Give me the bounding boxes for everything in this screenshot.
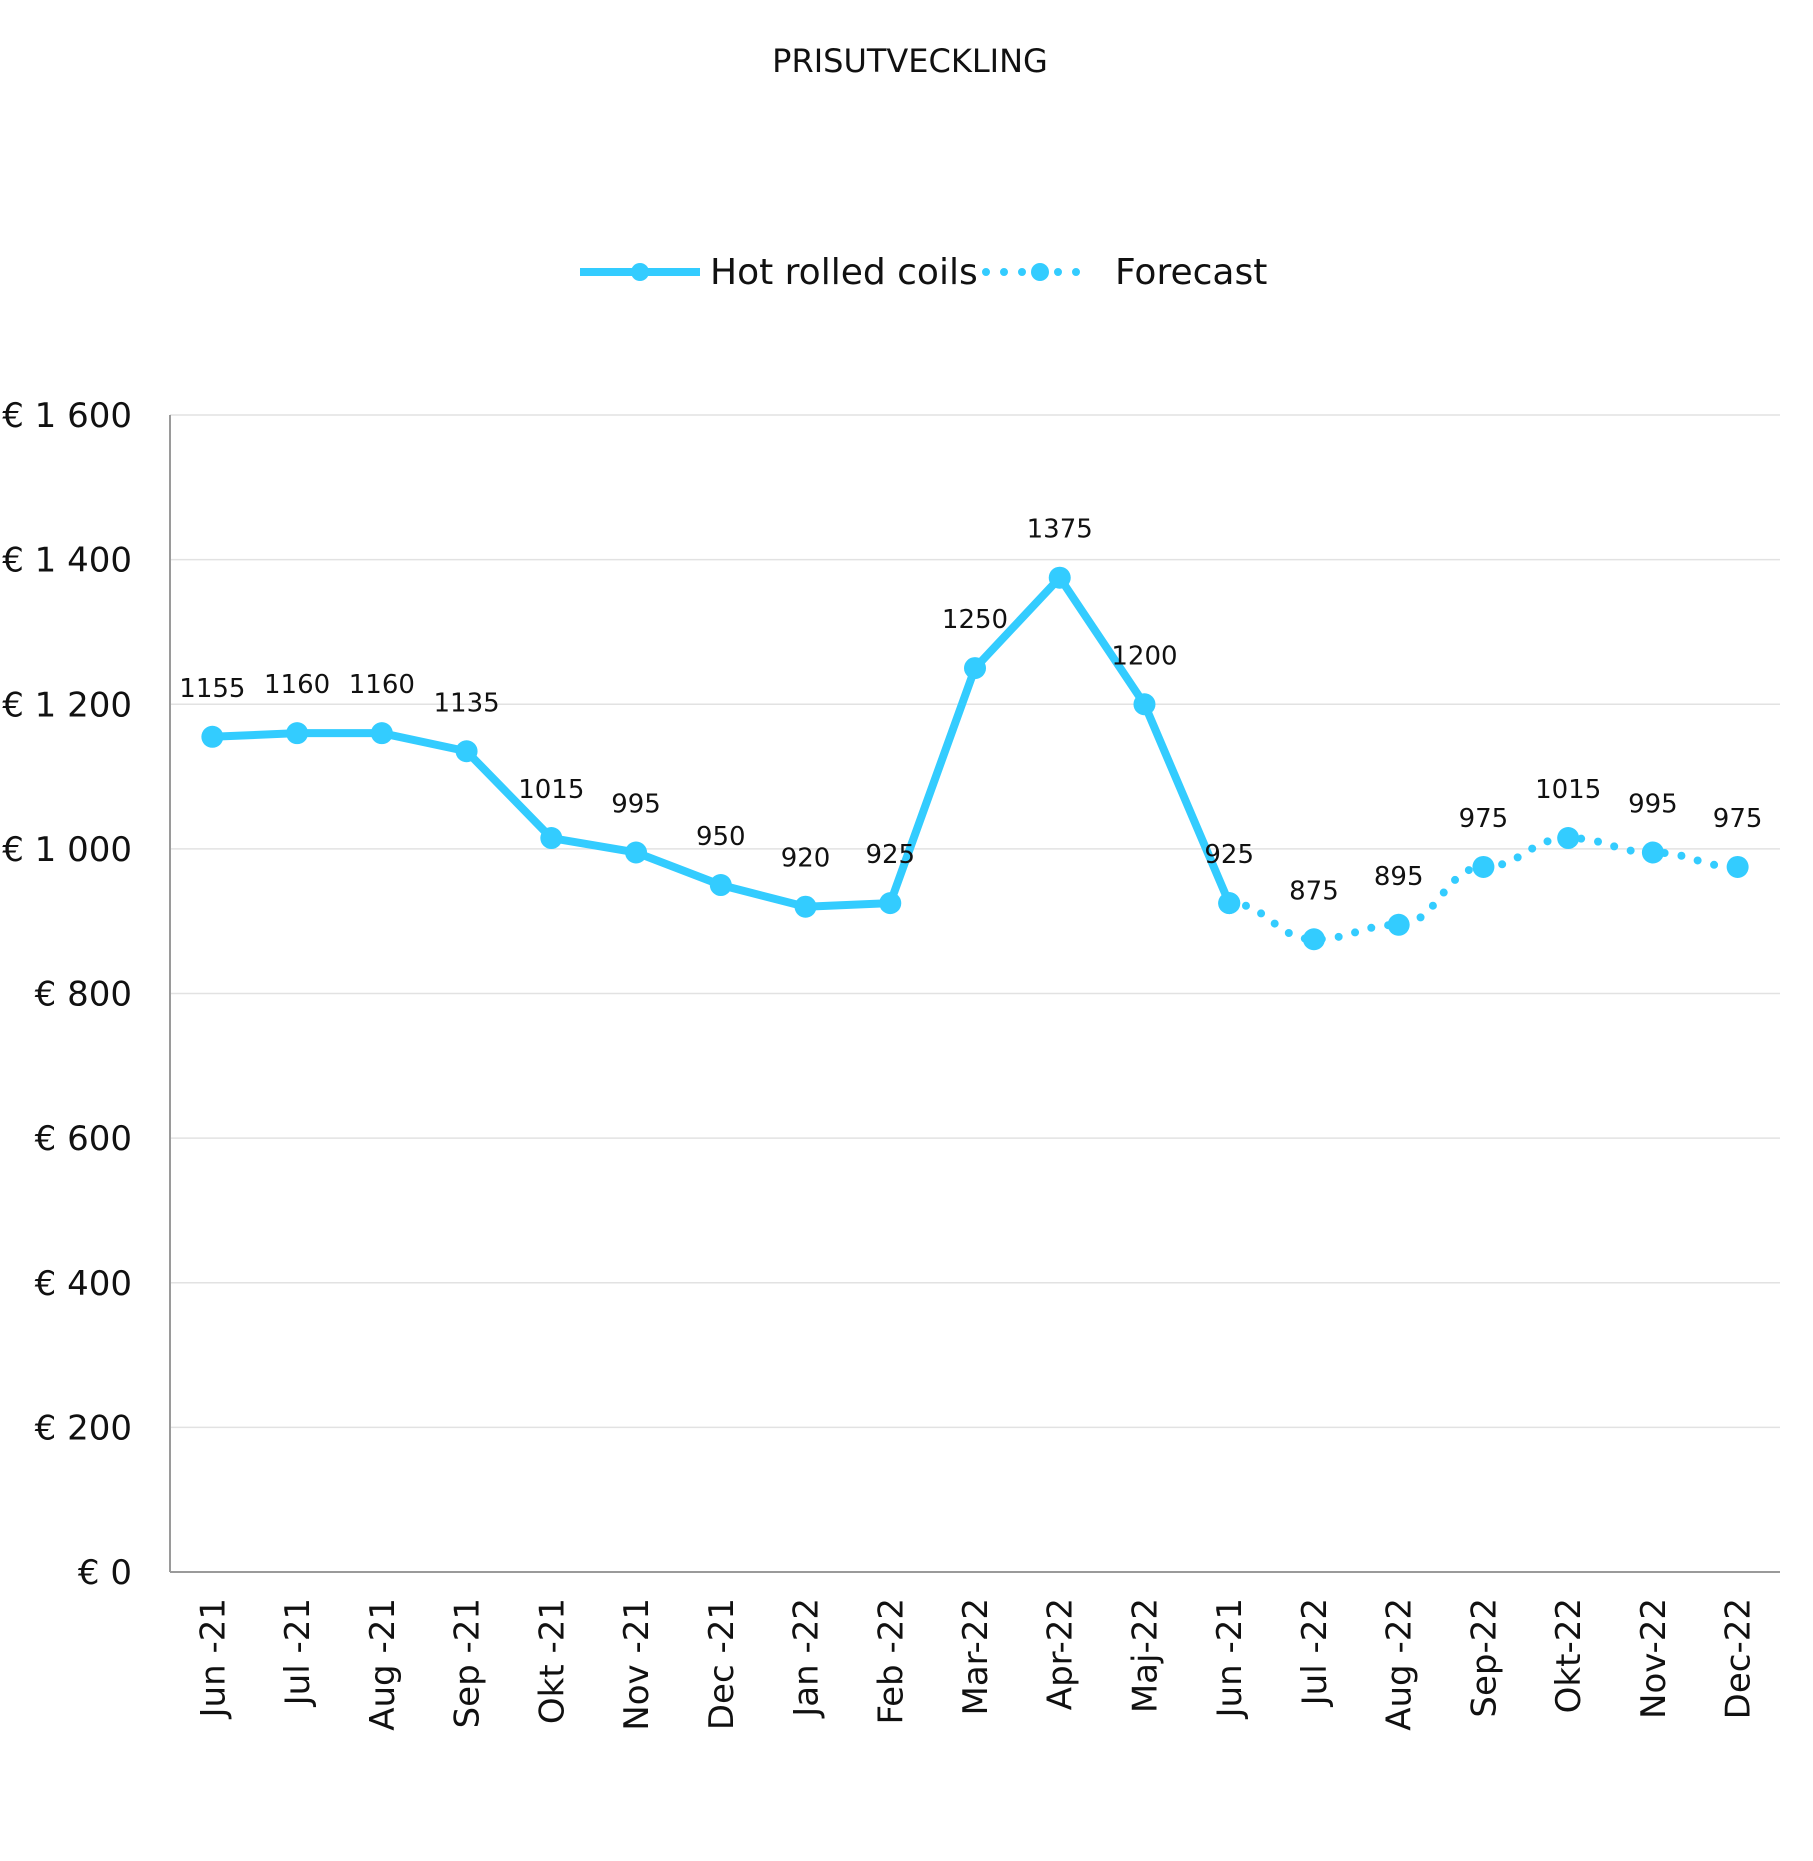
data-label: 995 xyxy=(611,789,661,819)
legend: Hot rolled coils Forecast xyxy=(580,252,1267,293)
y-tick-label: € 1 600 xyxy=(2,396,132,436)
axes xyxy=(169,415,1780,1573)
y-tick-label: € 1 200 xyxy=(2,685,132,725)
y-tick-label: € 600 xyxy=(35,1119,132,1159)
x-tick-label: Aug -21 xyxy=(363,1598,403,1731)
data-point-forecast xyxy=(1641,841,1664,864)
legend-item-hot-rolled-coils: Hot rolled coils xyxy=(580,252,978,293)
data-label: 975 xyxy=(1459,804,1509,834)
x-tick-label: Feb -22 xyxy=(871,1598,911,1725)
data-point-forecast xyxy=(1557,827,1580,850)
y-tick-label: € 800 xyxy=(35,975,132,1015)
data-label: 925 xyxy=(1204,840,1254,870)
data-point-hot-rolled-coils xyxy=(455,740,478,763)
x-tick-label: Sep -21 xyxy=(448,1598,488,1728)
series-points xyxy=(201,566,1749,951)
x-tick-label: Dec -21 xyxy=(702,1598,742,1730)
data-label: 1135 xyxy=(433,688,499,718)
data-label: 975 xyxy=(1713,804,1763,834)
x-axis-ticks: Jun -21 Jul -21 Aug -21 Sep -21 Okt -21 Nov -… xyxy=(193,1598,1758,1731)
y-axis-ticks: € 0 € 200 € 400 € 600 € 800 € 1 000 € 1 200 € 1… xyxy=(2,396,132,1593)
data-point-hot-rolled-coils xyxy=(540,827,563,850)
data-point-hot-rolled-coils xyxy=(964,657,986,680)
x-tick-label: Okt-22 xyxy=(1549,1598,1589,1713)
data-label: 925 xyxy=(865,840,915,870)
data-label: 1015 xyxy=(1535,775,1601,805)
data-point-hot-rolled-coils xyxy=(879,892,902,915)
data-label: 1250 xyxy=(942,605,1008,635)
y-tick-label: € 400 xyxy=(35,1264,132,1304)
x-tick-label: Jun -21 xyxy=(193,1598,233,1719)
x-tick-label: Aug -22 xyxy=(1380,1598,1420,1731)
data-label: 1160 xyxy=(264,670,330,700)
data-label: 1200 xyxy=(1111,641,1177,671)
x-tick-label: Jun -21 xyxy=(1210,1598,1250,1719)
legend-marker-forecast xyxy=(1031,263,1049,281)
data-point-forecast xyxy=(1726,855,1749,878)
data-label: 1160 xyxy=(349,670,415,700)
data-label: 1155 xyxy=(179,674,245,704)
data-point-hot-rolled-coils xyxy=(370,722,393,745)
x-tick-label: Maj-22 xyxy=(1125,1598,1165,1713)
gridlines xyxy=(170,414,1780,1429)
data-point-forecast xyxy=(1387,913,1410,936)
chart-title: PRISUTVECKLING xyxy=(772,42,1048,80)
data-point-hot-rolled-coils xyxy=(709,874,732,897)
legend-label-forecast: Forecast xyxy=(1115,252,1267,293)
data-point-forecast xyxy=(1472,855,1495,878)
data-label: 1375 xyxy=(1027,515,1093,545)
x-tick-label: Nov -21 xyxy=(617,1598,657,1731)
data-labels: 1155 1160 1160 1135 1015 995 950 920 925 1250 1375… xyxy=(179,515,1762,907)
x-tick-label: Dec-22 xyxy=(1719,1598,1759,1719)
data-label: 895 xyxy=(1374,862,1424,892)
data-label: 995 xyxy=(1628,789,1678,819)
data-point-hot-rolled-coils xyxy=(794,895,817,918)
series-line-hot-rolled-coils xyxy=(212,573,1233,911)
y-tick-label: € 1 400 xyxy=(2,541,132,581)
x-tick-label: Nov-22 xyxy=(1634,1598,1674,1719)
x-tick-label: Mar-22 xyxy=(956,1598,996,1716)
x-tick-label: Okt -21 xyxy=(532,1598,572,1724)
data-label: 875 xyxy=(1289,876,1339,906)
data-point-hot-rolled-coils xyxy=(1048,566,1071,589)
data-point-forecast xyxy=(1302,928,1325,951)
data-point-forecast xyxy=(1218,892,1241,915)
x-tick-label: Apr-22 xyxy=(1041,1598,1081,1710)
x-tick-label: Sep-22 xyxy=(1464,1598,1504,1718)
data-label: 920 xyxy=(781,844,831,874)
data-point-hot-rolled-coils xyxy=(1133,693,1156,716)
data-label: 1015 xyxy=(518,775,584,805)
x-tick-label: Jul -22 xyxy=(1295,1598,1335,1707)
y-tick-label: € 200 xyxy=(35,1408,132,1448)
y-tick-label: € 1 000 xyxy=(2,830,132,870)
data-point-hot-rolled-coils xyxy=(201,725,224,748)
data-point-hot-rolled-coils xyxy=(286,722,309,745)
data-point-hot-rolled-coils xyxy=(625,841,648,864)
legend-item-forecast: Forecast xyxy=(982,252,1267,293)
legend-marker-hot-rolled-coils xyxy=(631,263,649,281)
y-tick-label: € 0 xyxy=(78,1553,132,1593)
data-label: 950 xyxy=(696,822,746,852)
x-tick-label: Jan -22 xyxy=(787,1598,827,1719)
x-tick-label: Jul -21 xyxy=(278,1598,318,1707)
legend-label-hot-rolled-coils: Hot rolled coils xyxy=(710,252,978,293)
